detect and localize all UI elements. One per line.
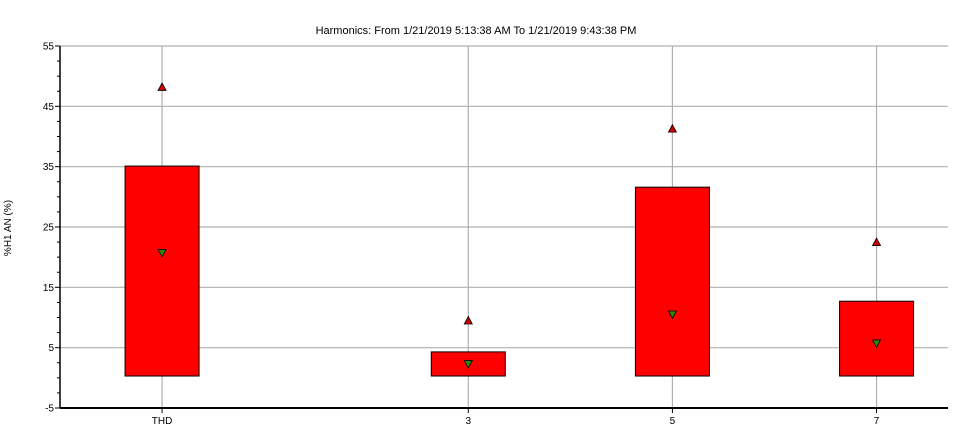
chart-title: Harmonics: From 1/21/2019 5:13:38 AM To …	[316, 25, 637, 37]
box-7	[839, 300, 915, 377]
y-tick-label: 5	[48, 343, 54, 354]
markers-layer	[157, 82, 882, 369]
x-tick-label: 5	[670, 416, 676, 427]
x-tick-label: 7	[874, 416, 880, 427]
y-tick-label: 35	[43, 162, 55, 173]
min-marker-7	[871, 339, 882, 349]
y-tick-label: -5	[45, 404, 54, 415]
min-marker-5	[667, 310, 678, 320]
max-marker-5	[667, 123, 678, 133]
x-tick-label: THD	[152, 416, 173, 427]
y-tick-label: 55	[43, 42, 55, 53]
x-ticks: THD 3 5 7	[152, 408, 880, 427]
max-marker-thd	[157, 82, 167, 91]
max-marker-7	[871, 237, 882, 246]
min-marker-thd	[157, 249, 167, 258]
y-axis-label: %H1 AN (%)	[3, 200, 14, 256]
y-ticks: -5 5 15 25 35 45 55	[43, 42, 60, 415]
box-5	[634, 186, 710, 377]
y-tick-label: 15	[43, 283, 55, 294]
grid-lines	[60, 45, 948, 409]
y-tick-label: 25	[43, 223, 55, 234]
x-tick-label: 3	[465, 416, 471, 427]
box-thd	[124, 165, 200, 377]
max-marker-3	[463, 315, 473, 325]
boxes-layer	[124, 165, 915, 377]
y-tick-label: 45	[43, 102, 55, 113]
min-marker-3	[463, 360, 473, 369]
